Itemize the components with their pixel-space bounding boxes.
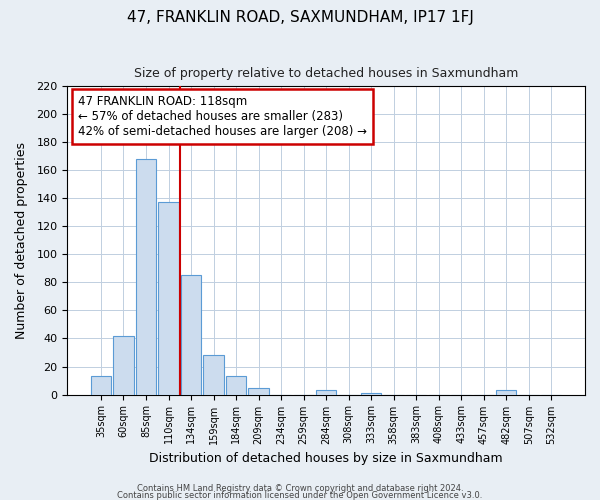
Y-axis label: Number of detached properties: Number of detached properties (15, 142, 28, 338)
Text: 47 FRANKLIN ROAD: 118sqm
← 57% of detached houses are smaller (283)
42% of semi-: 47 FRANKLIN ROAD: 118sqm ← 57% of detach… (77, 95, 367, 138)
Bar (113, 336, 134, 394)
X-axis label: Distribution of detached houses by size in Saxmundham: Distribution of detached houses by size … (149, 452, 503, 465)
Bar (248, 388, 269, 394)
Bar (226, 376, 246, 394)
Text: Contains public sector information licensed under the Open Government Licence v3: Contains public sector information licen… (118, 491, 482, 500)
Bar (136, 159, 156, 394)
Bar (158, 202, 179, 394)
Text: Contains HM Land Registry data © Crown copyright and database right 2024.: Contains HM Land Registry data © Crown c… (137, 484, 463, 493)
Bar (181, 276, 201, 394)
Bar (91, 376, 111, 394)
Bar (496, 390, 517, 394)
Bar (316, 390, 336, 394)
Text: 47, FRANKLIN ROAD, SAXMUNDHAM, IP17 1FJ: 47, FRANKLIN ROAD, SAXMUNDHAM, IP17 1FJ (127, 10, 473, 25)
Title: Size of property relative to detached houses in Saxmundham: Size of property relative to detached ho… (134, 68, 518, 80)
Bar (203, 356, 224, 395)
Bar (361, 393, 382, 394)
